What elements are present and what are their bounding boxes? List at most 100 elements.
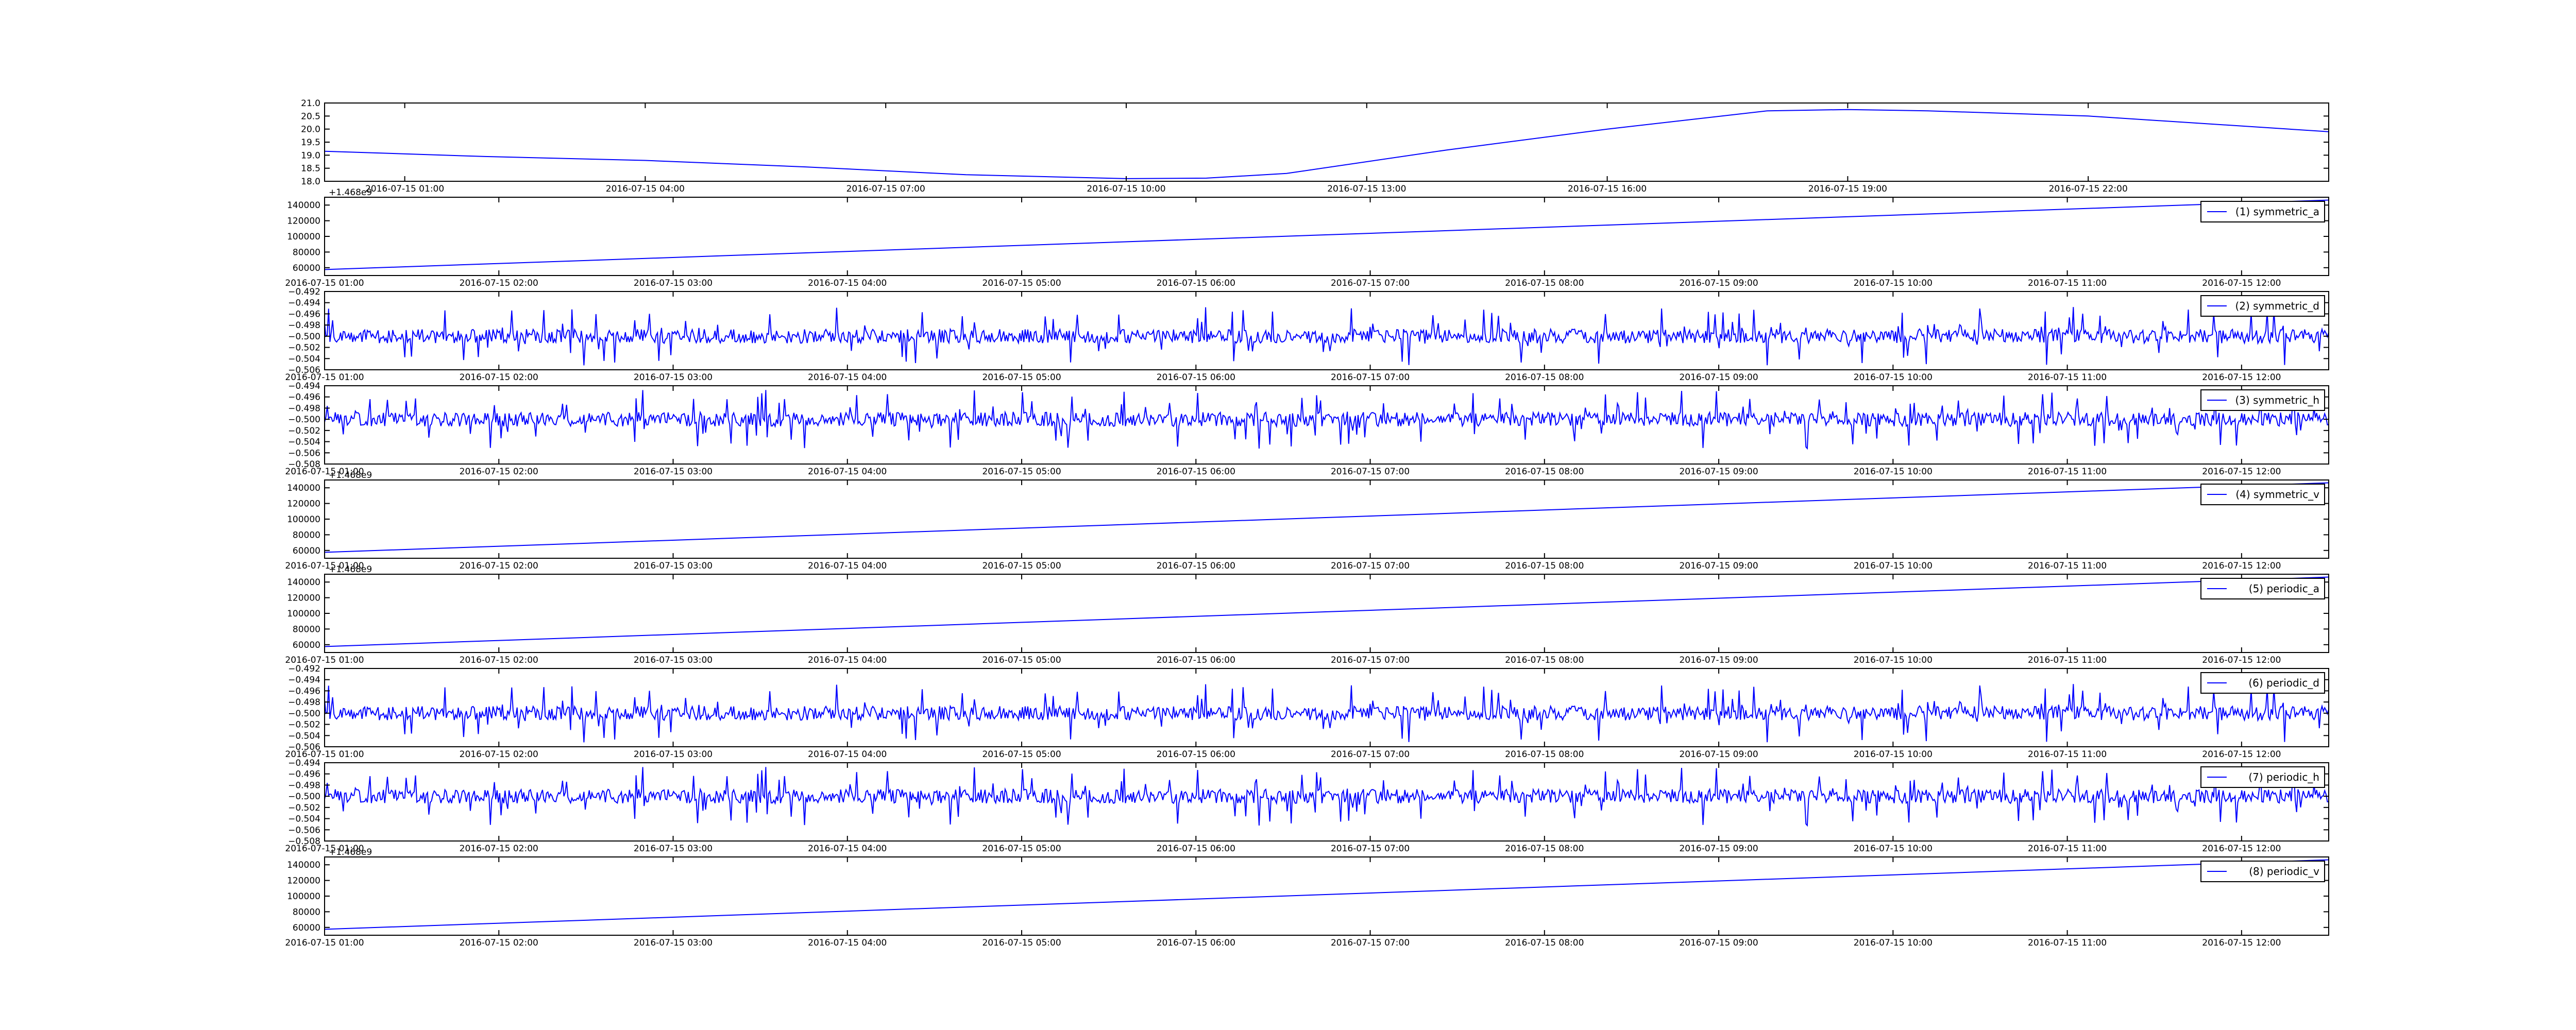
x-tick-label: 2016-07-15 09:00: [1679, 938, 1758, 948]
y-tick-label: −0.496: [288, 686, 320, 696]
x-tick-label: 2016-07-15 10:00: [1854, 938, 1933, 948]
y-tick-label: 60000: [293, 263, 320, 273]
x-tick-label: 2016-07-15 02:00: [460, 655, 538, 665]
x-tick-label: 2016-07-15 12:00: [2202, 938, 2281, 948]
legend: (8) periodic_v: [2200, 861, 2325, 882]
y-tick-label: −0.502: [288, 343, 320, 353]
x-tick-label: 2016-07-15 02:00: [460, 372, 538, 383]
x-tick-label: 2016-07-15 01:00: [285, 561, 364, 571]
x-tick-label: 2016-07-15 12:00: [2202, 467, 2281, 477]
x-tick-label: 2016-07-15 05:00: [982, 655, 1061, 665]
y-tick-label: 100000: [287, 514, 320, 525]
x-tick-label: 2016-07-15 02:00: [460, 938, 538, 948]
series-line: [324, 199, 2329, 270]
y-offset-label: +1.468e9: [329, 187, 372, 198]
x-tick-label: 2016-07-15 10:00: [1087, 184, 1165, 194]
legend: (4) symmetric_v: [2200, 484, 2325, 505]
series-line: [324, 482, 2329, 553]
y-tick-label: 21.0: [301, 98, 320, 109]
y-tick-label: −0.494: [288, 758, 320, 768]
y-tick-label: 80000: [293, 530, 320, 540]
x-tick-label: 2016-07-15 01:00: [285, 655, 364, 665]
x-tick-label: 2016-07-15 01:00: [285, 749, 364, 760]
x-tick-label: 2016-07-15 06:00: [1157, 372, 1235, 383]
x-tick-label: 2016-07-15 12:00: [2202, 844, 2281, 854]
x-tick-label: 2016-07-15 06:00: [1157, 844, 1235, 854]
axes-frame: [324, 762, 2329, 842]
x-tick-label: 2016-07-15 03:00: [634, 278, 713, 288]
y-tick-label: 120000: [287, 876, 320, 886]
x-tick-label: 2016-07-15 05:00: [982, 278, 1061, 288]
y-tick-label: 20.0: [301, 125, 320, 135]
y-tick-label: −0.502: [288, 803, 320, 813]
legend-label: (7) periodic_h: [2248, 771, 2319, 783]
x-tick-label: 2016-07-15 09:00: [1679, 749, 1758, 760]
y-tick-label: 140000: [287, 483, 320, 493]
x-tick-label: 2016-07-15 08:00: [1505, 467, 1584, 477]
x-tick-label: 2016-07-15 07:00: [1331, 844, 1410, 854]
x-tick-label: 2016-07-15 09:00: [1679, 372, 1758, 383]
series-line: [324, 307, 2329, 366]
x-tick-label: 2016-07-15 22:00: [2049, 184, 2128, 194]
axes-frame: [324, 197, 2329, 276]
x-tick-label: 2016-07-15 08:00: [1505, 749, 1584, 760]
y-tick-label: −0.498: [288, 780, 320, 791]
y-tick-label: 100000: [287, 609, 320, 619]
axes-frame: [324, 856, 2329, 936]
y-tick-label: −0.502: [288, 426, 320, 436]
panel-3: −0.506−0.504−0.502−0.500−0.498−0.496−0.4…: [285, 287, 2329, 383]
x-tick-label: 2016-07-15 01:00: [285, 278, 364, 288]
x-tick-label: 2016-07-15 11:00: [2028, 844, 2107, 854]
panel-6: 60000 80000 100000 120000 140000 2016-07-15 0…: [285, 564, 2329, 665]
x-tick-label: 2016-07-15 08:00: [1505, 938, 1584, 948]
x-tick-label: 2016-07-15 01:00: [285, 467, 364, 477]
x-tick-label: 2016-07-15 06:00: [1157, 655, 1235, 665]
x-tick-label: 2016-07-15 09:00: [1679, 655, 1758, 665]
x-tick-label: 2016-07-15 04:00: [808, 938, 887, 948]
axes-frame: [324, 479, 2329, 559]
x-tick-label: 2016-07-15 08:00: [1505, 372, 1584, 383]
y-tick-label: 60000: [293, 640, 320, 650]
series-line: [324, 390, 2329, 450]
x-tick-label: 2016-07-15 10:00: [1854, 372, 1933, 383]
x-tick-label: 2016-07-15 05:00: [982, 749, 1061, 760]
y-tick-label: −0.498: [288, 403, 320, 414]
x-tick-label: 2016-07-15 03:00: [634, 938, 713, 948]
x-tick-label: 2016-07-15 10:00: [1854, 561, 1933, 571]
y-tick-label: −0.500: [288, 332, 320, 342]
x-tick-label: 2016-07-15 10:00: [1854, 844, 1933, 854]
x-tick-label: 2016-07-15 06:00: [1157, 938, 1235, 948]
y-tick-label: −0.504: [288, 814, 320, 825]
y-tick-label: 140000: [287, 577, 320, 588]
y-tick-label: 18.0: [301, 177, 320, 187]
x-tick-label: 2016-07-15 07:00: [1331, 278, 1410, 288]
x-tick-label: 2016-07-15 02:00: [460, 561, 538, 571]
y-tick-label: 80000: [293, 907, 320, 917]
panel-7: −0.506−0.504−0.502−0.500−0.498−0.496−0.4…: [285, 664, 2329, 760]
x-tick-label: 2016-07-15 11:00: [2028, 467, 2107, 477]
y-tick-label: 19.5: [301, 138, 320, 148]
x-tick-label: 2016-07-15 01:00: [365, 184, 444, 194]
x-tick-label: 2016-07-15 01:00: [285, 372, 364, 383]
y-tick-label: −0.498: [288, 697, 320, 708]
legend-label: (6) periodic_d: [2248, 677, 2319, 689]
legend: (2) symmetric_d: [2200, 295, 2325, 317]
x-tick-label: 2016-07-15 09:00: [1679, 561, 1758, 571]
x-tick-label: 2016-07-15 04:00: [808, 278, 887, 288]
x-tick-label: 2016-07-15 06:00: [1157, 749, 1235, 760]
x-tick-label: 2016-07-15 06:00: [1157, 278, 1235, 288]
x-tick-label: 2016-07-15 04:00: [808, 749, 887, 760]
y-offset-label: +1.468e9: [329, 470, 372, 480]
y-tick-label: −0.502: [288, 720, 320, 730]
y-tick-label: 18.5: [301, 164, 320, 174]
x-tick-label: 2016-07-15 07:00: [1331, 938, 1410, 948]
x-tick-label: 2016-07-15 09:00: [1679, 844, 1758, 854]
x-tick-label: 2016-07-15 06:00: [1157, 467, 1235, 477]
legend: (3) symmetric_h: [2200, 389, 2325, 411]
x-tick-label: 2016-07-15 03:00: [634, 749, 713, 760]
x-tick-label: 2016-07-15 07:00: [1331, 561, 1410, 571]
y-tick-label: −0.506: [288, 365, 320, 375]
panel-5: 60000 80000 100000 120000 140000 2016-07-15 0…: [285, 470, 2329, 571]
x-tick-label: 2016-07-15 11:00: [2028, 278, 2107, 288]
axes-frame: [324, 291, 2329, 370]
